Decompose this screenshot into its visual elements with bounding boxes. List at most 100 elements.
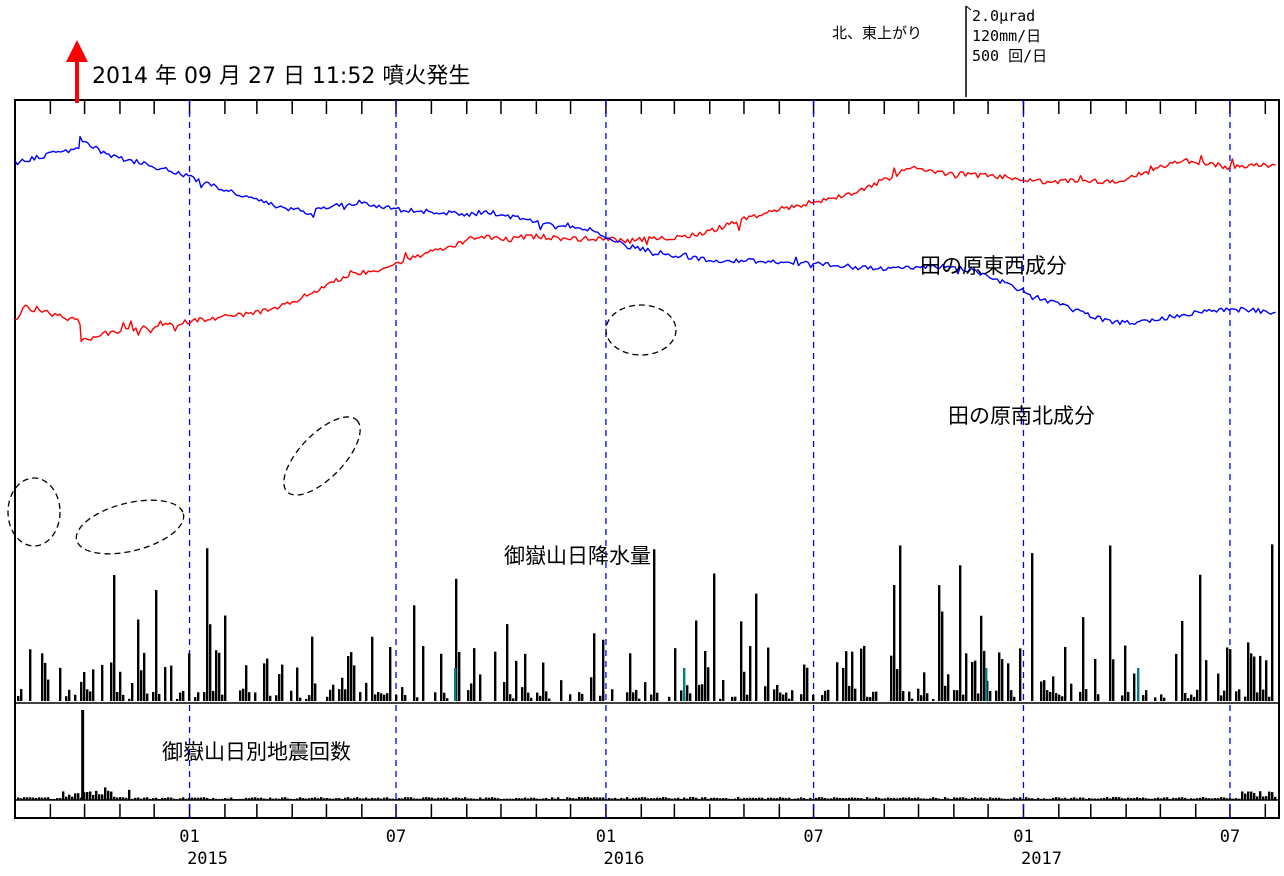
- quake-bar: [830, 798, 833, 800]
- quake-bar: [869, 798, 872, 800]
- quake-bar: [1151, 798, 1154, 800]
- quake-bar: [449, 798, 452, 800]
- rain-bar: [998, 652, 1001, 701]
- rain-bar: [1097, 694, 1100, 701]
- quake-bar: [899, 797, 902, 800]
- quake-bar: [560, 798, 563, 800]
- rain-bar: [1133, 673, 1136, 701]
- quake-bar: [296, 798, 299, 800]
- rain-bar: [29, 649, 32, 701]
- quake-bar: [554, 798, 557, 800]
- quake-bar: [191, 797, 194, 800]
- rain-bar: [209, 624, 212, 701]
- quake-bar: [1202, 797, 1205, 800]
- quake-bar: [1178, 797, 1181, 800]
- rain-bar: [791, 690, 794, 701]
- quake-bar: [1022, 798, 1025, 800]
- rain-bar: [20, 689, 23, 701]
- rain-bar: [974, 660, 977, 701]
- rain-bar: [224, 615, 227, 701]
- quake-bar: [1130, 798, 1133, 800]
- rain-bar: [938, 585, 941, 701]
- quake-bar: [56, 798, 59, 800]
- quake-bar: [1205, 797, 1208, 800]
- quake-bar: [977, 797, 980, 800]
- rain-bar: [470, 683, 473, 701]
- quake-bar: [1034, 798, 1037, 800]
- quake-bar: [812, 798, 815, 800]
- rain-bar: [1196, 689, 1199, 701]
- quake-bar: [407, 797, 410, 800]
- quake-bar: [929, 798, 932, 800]
- quake-bar: [1190, 798, 1193, 800]
- quake-bar: [170, 797, 173, 800]
- quake-bar: [437, 797, 440, 800]
- quake-bar: [1154, 798, 1157, 800]
- rain-bar: [1001, 659, 1004, 701]
- quake-bar: [818, 797, 821, 800]
- rain-bar: [248, 692, 251, 701]
- rain-bar: [782, 694, 785, 701]
- quake-bar: [176, 798, 179, 800]
- quake-bar: [329, 798, 332, 800]
- rain-bar: [446, 698, 449, 701]
- quake-bar: [536, 798, 539, 800]
- rain-bar: [140, 670, 143, 701]
- quake-bar: [908, 797, 911, 800]
- rain-bar: [344, 689, 347, 701]
- series-label-ns: 田の原南北成分: [948, 404, 1095, 428]
- quake-bar: [275, 798, 278, 800]
- rain-bar: [401, 687, 404, 701]
- rain-bar: [1205, 660, 1208, 701]
- rain-bar: [860, 648, 863, 701]
- quake-bar: [1175, 798, 1178, 800]
- rain-bar: [1082, 617, 1085, 701]
- quake-bar: [836, 797, 839, 800]
- quake-bar: [1181, 797, 1184, 800]
- rain-bar: [1040, 681, 1043, 701]
- eruption-arrow: [66, 40, 88, 103]
- quake-bar: [221, 798, 224, 800]
- quake-bar: [278, 798, 281, 800]
- rain-bar: [1175, 653, 1178, 701]
- quake-bar: [116, 797, 119, 800]
- quake-bar: [794, 798, 797, 800]
- quake-bar: [491, 797, 494, 800]
- rain-bar: [629, 653, 632, 701]
- rain-bar: [581, 693, 584, 701]
- quake-bar: [461, 798, 464, 800]
- rain-bar: [920, 695, 923, 701]
- rain-bar: [458, 651, 461, 701]
- quake-bar: [83, 792, 86, 800]
- quake-bar: [1262, 796, 1265, 800]
- quake-bar: [1064, 797, 1067, 800]
- rain-bar: [1019, 648, 1022, 701]
- quake-bar: [962, 797, 965, 800]
- quake-bar: [1031, 798, 1034, 800]
- quake-bar: [446, 797, 449, 800]
- rain-bar: [92, 669, 95, 701]
- rain-bar: [560, 680, 563, 701]
- rain-bar: [1256, 692, 1259, 701]
- rain-bar: [593, 633, 596, 701]
- quake-bar: [314, 797, 317, 800]
- quake-bar: [875, 797, 878, 800]
- rain-bar: [47, 679, 50, 701]
- series-line-ew: [14, 154, 1276, 342]
- quake-bar: [230, 797, 233, 800]
- rain-bar: [707, 667, 710, 701]
- quake-bar: [485, 797, 488, 800]
- rain-bar: [545, 691, 548, 701]
- quake-bar: [713, 797, 716, 800]
- quake-bar: [689, 797, 692, 800]
- rain-bar: [1145, 690, 1148, 701]
- rain-bar: [740, 621, 743, 701]
- tilt-series: [14, 135, 1276, 342]
- quake-bar: [392, 798, 395, 800]
- quake-bar: [857, 797, 860, 800]
- quake-bar: [626, 797, 629, 800]
- rain-bar: [788, 698, 791, 701]
- quake-bar: [854, 797, 857, 800]
- quake-bar: [599, 797, 602, 800]
